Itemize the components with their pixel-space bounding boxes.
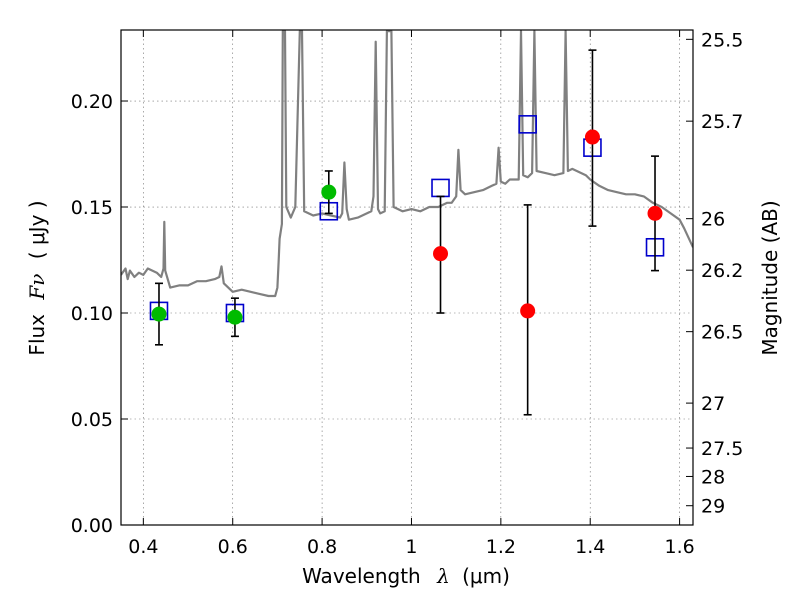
y2-tick-label: 27 bbox=[701, 393, 725, 415]
axis-ticks: 0.4 0.6 0.8 1 1.2 1.4 1.6 0.00 0.05 0.10 0.15 0.20 2… bbox=[71, 29, 744, 558]
x-tick-label: 0.4 bbox=[128, 536, 158, 558]
x-axis-title: Wavelength λ (μm) bbox=[302, 564, 510, 588]
y-axis-units: ( μJy ) bbox=[25, 200, 49, 259]
x-tick-label: 1 bbox=[405, 536, 417, 558]
y2-tick-label: 28 bbox=[701, 466, 725, 488]
x-tick-label: 1.6 bbox=[664, 536, 694, 558]
model-photometry-square bbox=[431, 178, 450, 198]
sed-model-line bbox=[121, 30, 693, 298]
y-tick-label: 0.10 bbox=[71, 303, 113, 325]
y-axis-label: Flux bbox=[25, 314, 49, 356]
x-tick-label: 0.8 bbox=[307, 536, 337, 558]
grid-lines bbox=[121, 30, 693, 525]
y-axis-symbol: Fν bbox=[25, 274, 49, 301]
observed-photometry-point bbox=[151, 306, 167, 322]
x-tick-label: 1.2 bbox=[486, 536, 516, 558]
y-axis-title: Flux Fν ( μJy ) bbox=[25, 200, 49, 355]
x-axis-units: (μm) bbox=[462, 564, 510, 588]
observed-photometry-point bbox=[584, 129, 600, 145]
observed-photometry-point bbox=[520, 303, 536, 319]
observed-photometry-point bbox=[321, 184, 337, 200]
y-tick-label: 0.05 bbox=[71, 409, 113, 431]
observed-photometry-point bbox=[433, 246, 449, 262]
x-axis-label: Wavelength bbox=[302, 564, 421, 588]
observed-photometry-point bbox=[647, 205, 663, 221]
y-tick-label: 0.15 bbox=[71, 197, 113, 219]
y2-tick-label: 26.5 bbox=[701, 322, 743, 344]
x-tick-label: 1.4 bbox=[575, 536, 605, 558]
y2-tick-label: 26.2 bbox=[701, 260, 743, 282]
plot-area bbox=[121, 30, 693, 416]
y2-tick-label: 25.5 bbox=[701, 29, 743, 51]
y2-tick-label: 29 bbox=[701, 496, 725, 518]
y2-tick-label: 25.7 bbox=[701, 111, 743, 133]
data-series bbox=[121, 30, 693, 416]
x-axis-symbol: λ bbox=[436, 564, 450, 588]
observed-photometry-point bbox=[227, 309, 243, 325]
y2-tick-label: 26 bbox=[701, 209, 725, 231]
model-photometry-square bbox=[518, 115, 537, 134]
y-tick-label: 0.20 bbox=[71, 91, 113, 113]
y2-tick-label: 27.5 bbox=[701, 438, 743, 460]
plot-frame bbox=[120, 29, 694, 526]
y2-axis-title: Magnitude (AB) bbox=[758, 200, 782, 355]
x-tick-label: 0.6 bbox=[218, 536, 248, 558]
y-tick-label: 0.00 bbox=[71, 515, 113, 537]
